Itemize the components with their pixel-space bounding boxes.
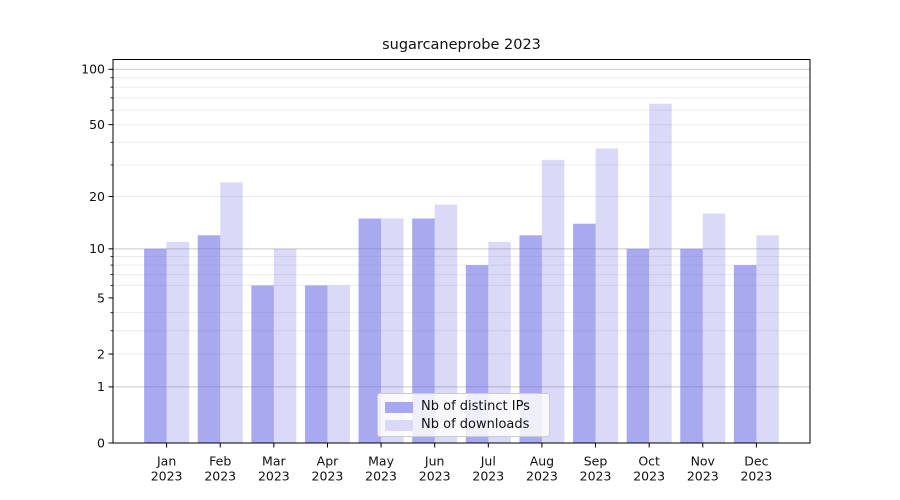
legend-item-downloads: Nb of downloads bbox=[385, 416, 541, 434]
legend-label-downloads: Nb of downloads bbox=[421, 417, 530, 432]
x-tick-label-month: Aug bbox=[530, 454, 554, 469]
y-tick-label: 1 bbox=[97, 379, 105, 394]
bar-downloads bbox=[488, 241, 511, 443]
bar-downloads bbox=[327, 285, 350, 443]
x-tick-label-month: Apr bbox=[317, 454, 339, 469]
x-tick-label-year: 2023 bbox=[419, 469, 451, 484]
y-tick-label: 10 bbox=[89, 241, 105, 256]
legend-swatch-downloads bbox=[385, 419, 413, 431]
legend-swatch-distinct-ips bbox=[385, 401, 413, 413]
x-tick-label-year: 2023 bbox=[151, 469, 183, 484]
bar-distinct-ips bbox=[197, 235, 221, 443]
bar-distinct-ips bbox=[573, 223, 596, 443]
bar-downloads bbox=[434, 204, 458, 443]
x-tick-label-month: Mar bbox=[262, 454, 286, 469]
x-tick-label-year: 2023 bbox=[258, 469, 290, 484]
bar-distinct-ips bbox=[412, 218, 435, 443]
x-tick-label-year: 2023 bbox=[312, 469, 344, 484]
x-tick-label-month: Jun bbox=[424, 454, 445, 469]
y-tick-label: 5 bbox=[97, 290, 105, 305]
legend-item-distinct-ips: Nb of distinct IPs bbox=[385, 398, 541, 416]
x-tick-label-month: Jul bbox=[480, 454, 496, 469]
x-tick-label-month: Sep bbox=[584, 454, 608, 469]
axes-spines bbox=[112, 59, 811, 444]
x-tick-label-year: 2023 bbox=[633, 469, 665, 484]
x-tick-label-month: Nov bbox=[691, 454, 716, 469]
bar-downloads bbox=[273, 248, 297, 443]
bar-distinct-ips bbox=[358, 218, 382, 443]
x-tick-label-year: 2023 bbox=[580, 469, 612, 484]
x-tick-label-year: 2023 bbox=[472, 469, 504, 484]
bar-distinct-ips bbox=[144, 248, 167, 443]
x-tick-label-month: Jan bbox=[156, 454, 176, 469]
bar-downloads bbox=[166, 241, 190, 443]
bar-downloads bbox=[649, 103, 672, 444]
bar-distinct-ips bbox=[680, 248, 703, 443]
x-tick-label-month: Feb bbox=[209, 454, 231, 469]
bar-distinct-ips bbox=[519, 235, 542, 443]
bar-distinct-ips bbox=[733, 265, 757, 443]
legend: Nb of distinct IPs Nb of downloads bbox=[377, 393, 550, 437]
bar-downloads bbox=[220, 182, 243, 443]
bar-distinct-ips bbox=[304, 285, 328, 443]
bar-downloads bbox=[756, 235, 779, 443]
bar-downloads bbox=[541, 159, 565, 444]
chart-title: sugarcaneprobe 2023 bbox=[382, 37, 541, 53]
x-tick-label-year: 2023 bbox=[526, 469, 558, 484]
x-tick-label-month: Dec bbox=[744, 454, 768, 469]
x-tick-label-year: 2023 bbox=[687, 469, 719, 484]
bar-distinct-ips bbox=[251, 285, 274, 443]
legend-label-distinct-ips: Nb of distinct IPs bbox=[421, 399, 530, 414]
x-tick-label-year: 2023 bbox=[204, 469, 236, 484]
y-tick-label: 20 bbox=[89, 189, 105, 204]
bar-distinct-ips bbox=[626, 248, 650, 443]
x-tick-label-year: 2023 bbox=[365, 469, 397, 484]
x-tick-label-month: May bbox=[368, 454, 394, 469]
x-tick-label-month: Oct bbox=[638, 454, 660, 469]
x-tick-label-year: 2023 bbox=[740, 469, 772, 484]
bar-downloads bbox=[595, 148, 619, 443]
bar-downloads bbox=[702, 213, 726, 443]
y-tick-label: 0 bbox=[97, 435, 105, 450]
bar-downloads bbox=[381, 218, 404, 443]
y-tick-label: 50 bbox=[89, 117, 105, 132]
y-tick-label: 2 bbox=[97, 346, 105, 361]
y-tick-label: 100 bbox=[81, 62, 105, 77]
